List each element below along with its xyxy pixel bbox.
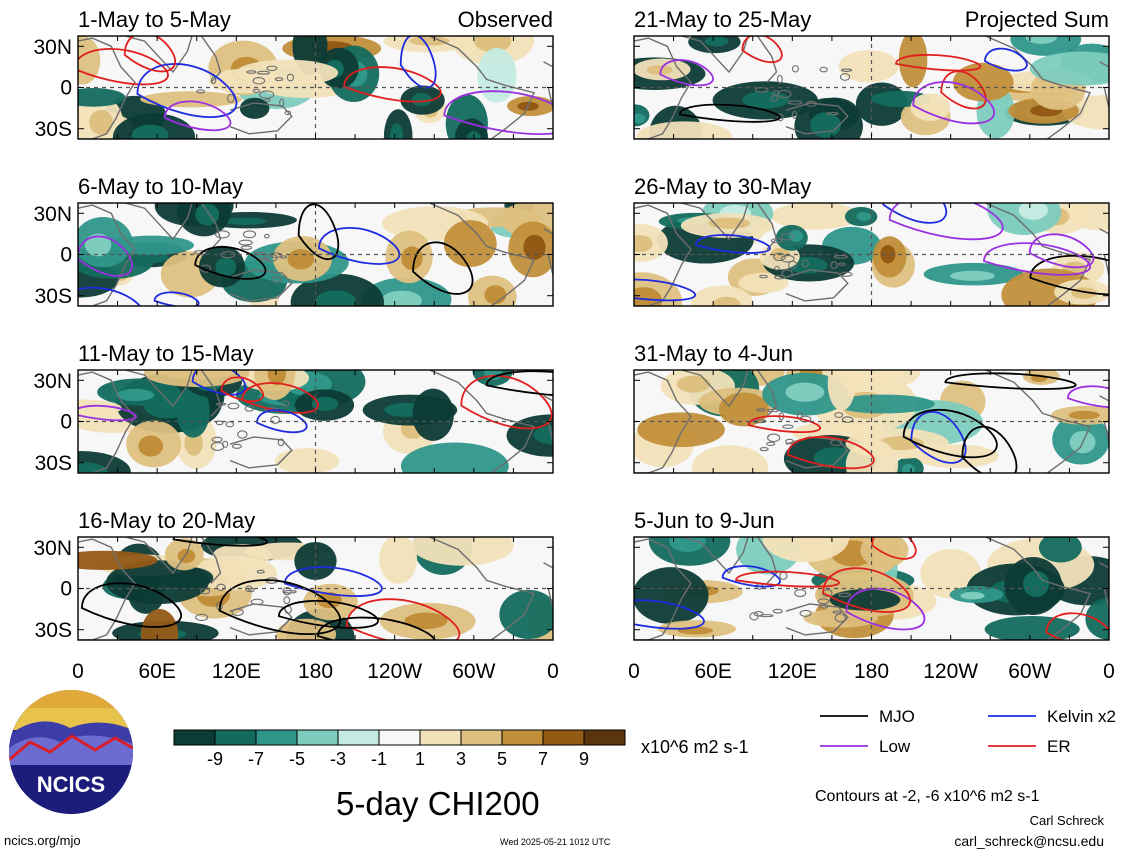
lat-label: 0 [60, 578, 72, 601]
panel-corner-label: Projected Sum [965, 7, 1109, 32]
colorbar-swatch [378, 729, 421, 746]
colorbar-tick-label: 5 [497, 749, 507, 769]
lat-label: 30S [35, 619, 72, 642]
colorbar-swatch [255, 729, 298, 746]
lon-label: 60W [452, 660, 495, 683]
colorbar-swatch [173, 729, 216, 746]
lat-label: 30N [33, 370, 72, 393]
panel-6: 26-May to 30-May [633, 174, 1110, 307]
panel-7: 31-May to 4-Jun [633, 341, 1110, 474]
colorbar-tick-label: -9 [207, 749, 223, 769]
panel-4: 30N 0 30S 16-May to 20-May [33, 508, 554, 642]
lon-label: 180 [854, 660, 889, 683]
author-email: carl_schreck@ncsu.edu [954, 833, 1104, 849]
lon-label: 120W [923, 660, 978, 683]
colorbar-tick-label: 7 [538, 749, 548, 769]
contours-note: Contours at -2, -6 x10^6 m2 s-1 [815, 788, 1040, 805]
timestamp: Wed 2025-05-21 1012 UTC [500, 837, 611, 847]
legend-label: Kelvin x2 [1047, 707, 1116, 726]
lon-label: 0 [547, 660, 559, 683]
panel-period-title: 6-May to 10-May [78, 174, 243, 199]
panel-period-title: 31-May to 4-Jun [634, 341, 793, 366]
legend-label: ER [1047, 737, 1071, 756]
lon-label: 180 [298, 660, 333, 683]
contour-legend: MJO Kelvin x2 Low ER [820, 707, 1116, 756]
legend-label: Low [879, 737, 911, 756]
panel-period-title: 11-May to 15-May [78, 341, 254, 366]
panel-period-title: 26-May to 30-May [634, 174, 811, 199]
colorbar: -9 -7 -5 -3 -1 1 3 5 7 9 [173, 729, 626, 769]
panel-period-title: 5-Jun to 9-Jun [634, 508, 775, 533]
lon-label: 0 [628, 660, 640, 683]
colorbar-tick-label: -7 [248, 749, 264, 769]
source-url: ncics.org/mjo [4, 833, 81, 848]
panel-3: 30N 0 30S 11-May to 15-May [33, 341, 554, 475]
author-name: Carl Schreck [1029, 813, 1104, 828]
colorbar-swatch [419, 729, 462, 746]
colorbar-swatch [337, 729, 380, 746]
panel-8: 5-Jun to 9-Jun [633, 508, 1110, 641]
colorbar-tick-label: -5 [289, 749, 305, 769]
logo-text: NCICS [37, 772, 105, 797]
lon-label: 120E [768, 660, 817, 683]
colorbar-units: x10^6 m2 s-1 [641, 737, 749, 757]
colorbar-swatch [542, 729, 585, 746]
panel-period-title: 16-May to 20-May [78, 508, 255, 533]
panel-corner-label: Observed [458, 7, 553, 32]
lat-label: 30S [35, 118, 72, 141]
lat-label: 0 [60, 77, 72, 100]
lat-label: 30N [33, 203, 72, 226]
colorbar-swatch [214, 729, 257, 746]
colorbar-swatch [460, 729, 503, 746]
lon-label: 120W [367, 660, 422, 683]
colorbar-swatch [296, 729, 339, 746]
colorbar-tick-label: -3 [330, 749, 346, 769]
ncics-logo: NCICS [9, 690, 133, 814]
colorbar-tick-label: 1 [415, 749, 425, 769]
panel-2: 30N 0 30S 6-May to 10-May [33, 174, 554, 308]
lon-label: 0 [1103, 660, 1115, 683]
figure-title: 5-day CHI200 [336, 785, 540, 822]
panel-1: 30N 0 30S 1-May to 5-May Observed [33, 7, 554, 141]
lat-label: 30N [33, 537, 72, 560]
panel-period-title: 1-May to 5-May [78, 7, 231, 32]
lat-label: 30N [33, 36, 72, 59]
colorbar-tick-label: 3 [456, 749, 466, 769]
lat-label: 30S [35, 452, 72, 475]
lat-label: 0 [60, 244, 72, 267]
colorbar-swatch [583, 729, 626, 746]
colorbar-tick-label: 9 [579, 749, 589, 769]
lon-label: 60E [694, 660, 731, 683]
lat-label: 30S [35, 285, 72, 308]
panel-5: 21-May to 25-May Projected Sum [633, 7, 1110, 140]
lon-label: 0 [72, 660, 84, 683]
lon-label: 60E [138, 660, 175, 683]
lon-label: 120E [212, 660, 261, 683]
lat-label: 0 [60, 411, 72, 434]
lon-label: 60W [1008, 660, 1051, 683]
colorbar-swatch [501, 729, 544, 746]
colorbar-tick-label: -1 [371, 749, 387, 769]
legend-label: MJO [879, 707, 915, 726]
panel-period-title: 21-May to 25-May [634, 7, 811, 32]
